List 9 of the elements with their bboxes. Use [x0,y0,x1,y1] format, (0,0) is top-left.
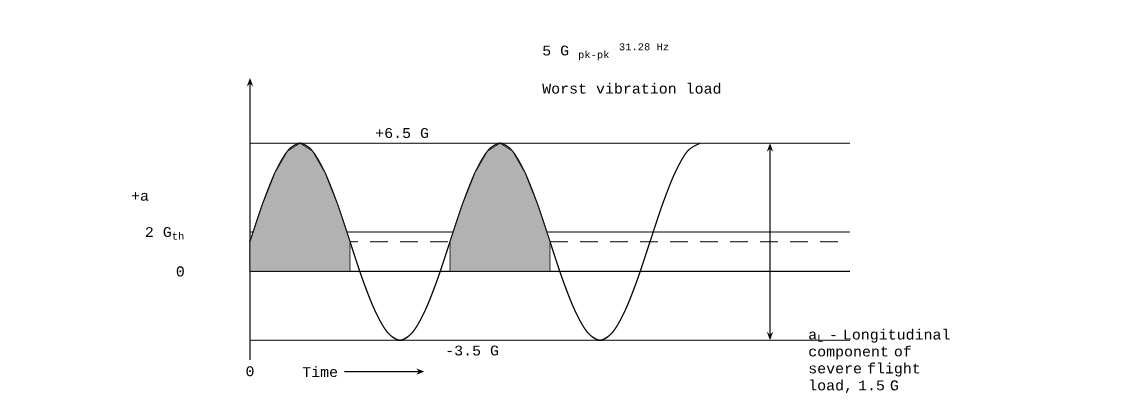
text: 5 G $_{pk-pk}$ 31.28 Hz [543,43,669,61]
text: Worst vibration load [542,82,721,94]
text: a$_{L}$ - Longitudinal component of severe flight load, 1.5 G [809,328,950,393]
x-axis-title: Time [302,366,338,378]
ref-line-label: +6.5 G [376,127,429,139]
ref-line-label: -3.5 G [447,345,499,356]
y-tick-label: 2 G$_{th}$ [145,226,184,240]
text: 0 [246,366,254,377]
y-axis-title: +a [131,192,149,201]
